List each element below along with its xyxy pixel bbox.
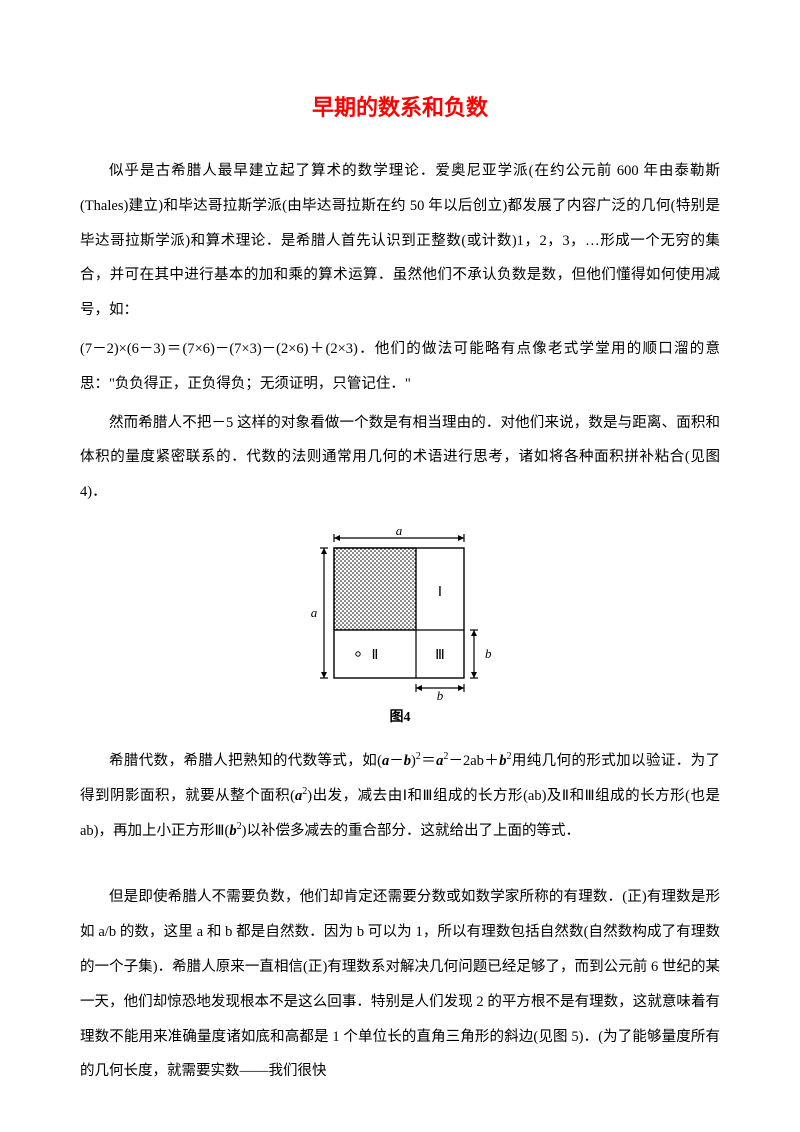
svg-text:b: b [437, 688, 444, 700]
paragraph-4: 希腊代数，希腊人把熟知的代数等式，如(a－b)2＝a2－2ab＋b2用纯几何的形… [80, 744, 720, 848]
figure-4-svg: a a Ⅰ Ⅱ Ⅲ b b [300, 528, 500, 700]
svg-text:Ⅰ: Ⅰ [438, 585, 442, 600]
figure-4-caption: 图4 [390, 706, 411, 726]
p4-mid: － [389, 753, 404, 769]
svg-text:Ⅱ: Ⅱ [372, 648, 379, 663]
svg-text:Ⅲ: Ⅲ [435, 648, 445, 663]
math-b: b [404, 753, 411, 769]
svg-text:a: a [396, 528, 403, 538]
figure-4: a a Ⅰ Ⅱ Ⅲ b b 图4 [80, 528, 720, 726]
svg-text:a: a [311, 605, 318, 620]
p4-pre: 希腊代数，希腊人把熟知的代数等式，如( [109, 753, 382, 769]
spacer [80, 852, 720, 880]
paragraph-3: 然而希腊人不把－5 这样的对象看做一个数是有相当理由的．对他们来说，数是与距离、… [80, 406, 720, 510]
svg-text:b: b [485, 646, 492, 661]
paragraph-5: 但是即使希腊人不需要负数，他们却肯定还需要分数或如数学家所称的有理数．(正)有理… [80, 880, 720, 1089]
math-b2b: b [229, 823, 236, 839]
p4-eq: ＝ [421, 753, 436, 769]
paragraph-1: 似乎是古希腊人最早建立起了算术的数学理论．爱奥尼亚学派(在约公元前 600 年由… [80, 154, 720, 328]
p4-after3: )以补偿多减去的重合部分．这就给出了上面的等式． [242, 823, 580, 839]
p4-minus2ab: －2ab＋ [448, 753, 499, 769]
page-title: 早期的数系和负数 [80, 90, 720, 122]
paragraph-2: (7－2)×(6－3)＝(7×6)－(7×3)－(2×6)＋(2×3)．他们的做… [80, 332, 720, 402]
